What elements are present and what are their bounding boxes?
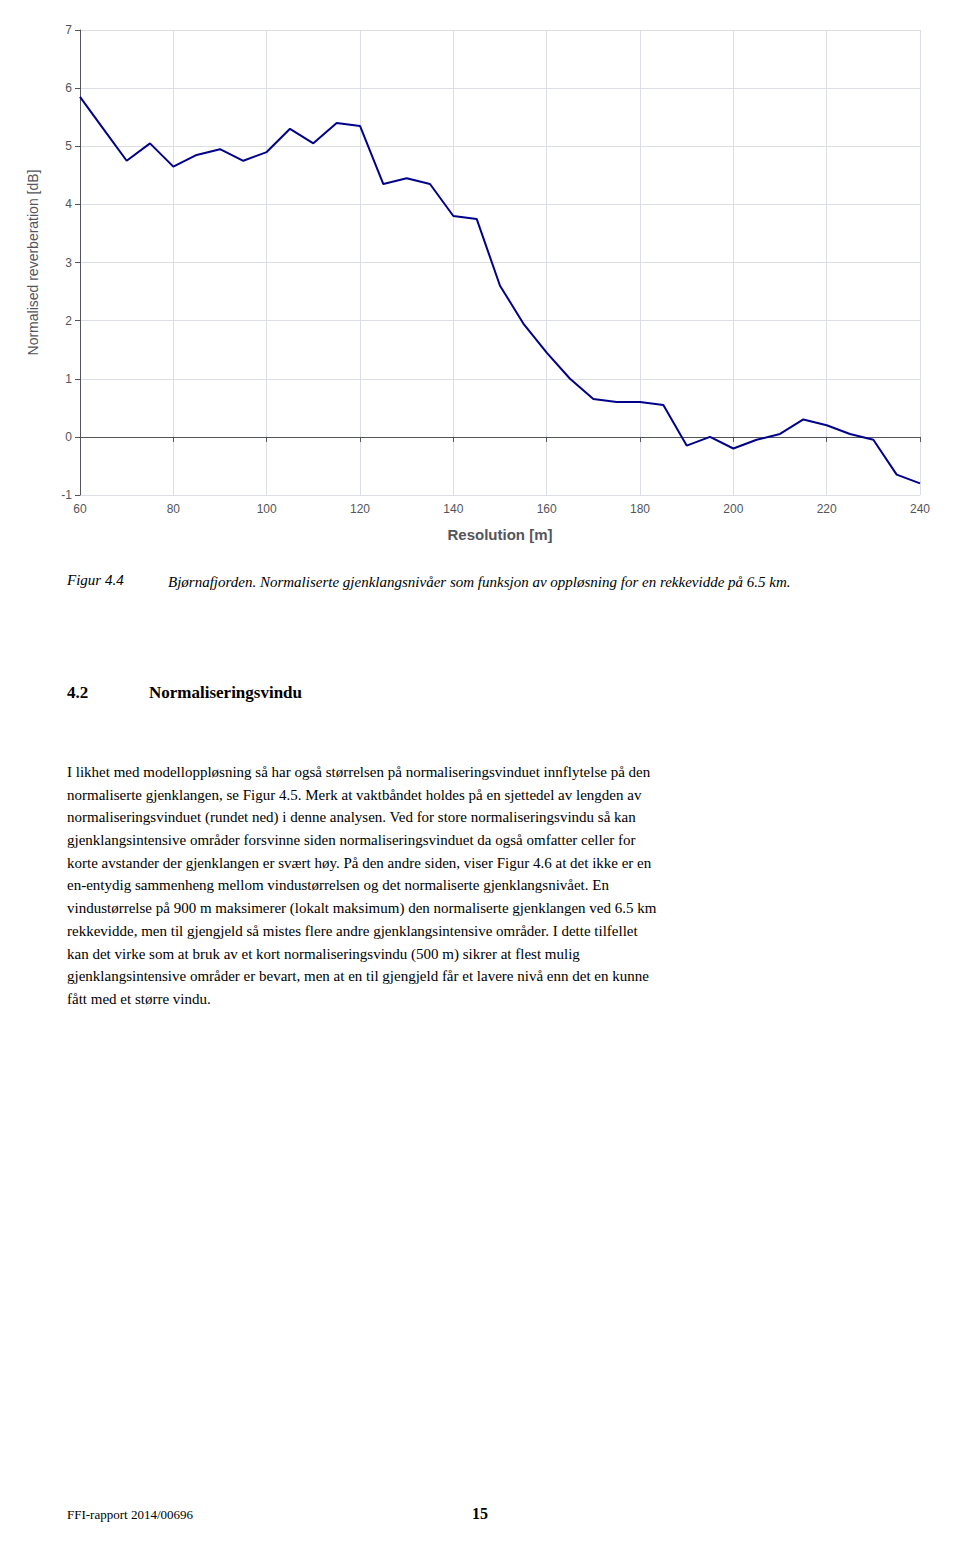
html-text:FFI-rapport 2014/00696: FFI-rapport 2014/00696 <box>67 1507 193 1522</box>
html-text:Bjørnafjorden. Normaliserte gj: Bjørnafjorden. Normaliserte gjenklangsni… <box>168 574 791 590</box>
html-text:4.2: 4.2 <box>67 683 89 702</box>
html-text:normaliserte gjenklangen, se F: normaliserte gjenklangen, se Figur 4.5. … <box>67 786 642 803</box>
svg-text:4: 4 <box>65 197 72 211</box>
svg-text:200: 200 <box>723 502 743 516</box>
svg-text:140: 140 <box>443 502 463 516</box>
html-text:en-entydig sammenheng mellom v: en-entydig sammenheng mellom vindustørre… <box>67 877 609 894</box>
svg-text:5: 5 <box>65 139 72 153</box>
svg-text:160: 160 <box>537 502 557 516</box>
html-text:fått med et større vindu.: fått med et større vindu. <box>67 990 211 1007</box>
svg-text:180: 180 <box>630 502 650 516</box>
html-text:vindustørrelse på 900 m maksim: vindustørrelse på 900 m maksimerer (loka… <box>67 900 657 917</box>
svg-text:0: 0 <box>65 430 72 444</box>
html-text:Figur 4.4: Figur 4.4 <box>67 572 124 588</box>
html-text:normaliseringsvinduet (rundet: normaliseringsvinduet (rundet ned) i den… <box>67 809 636 826</box>
html-text:gjenklangsintensive områder er: gjenklangsintensive områder er bevart, m… <box>67 968 649 985</box>
html-text:I likhet med modelloppløsning: I likhet med modelloppløsning så har ogs… <box>67 764 651 780</box>
html-text:Normaliseringsvindu: Normaliseringsvindu <box>149 683 302 702</box>
html-text:gjenklangsintensive områder fo: gjenklangsintensive områder forsvinne si… <box>67 832 636 849</box>
svg-text:1: 1 <box>65 372 72 386</box>
svg-text:-1: -1 <box>61 488 72 502</box>
svg-text:3: 3 <box>65 256 72 270</box>
svg-text:60: 60 <box>73 502 87 516</box>
html-text:rekkevidde, men til gjengjeld: rekkevidde, men til gjengjeld så mistes … <box>67 922 638 939</box>
svg-text:240: 240 <box>910 502 930 516</box>
html-text:korte avstander der gjenklange: korte avstander der gjenklangen er svært… <box>67 854 652 871</box>
svg-text:7: 7 <box>65 23 72 37</box>
svg-text:2: 2 <box>65 314 72 328</box>
svg-text:Normalised reverberation [dB]: Normalised reverberation [dB] <box>25 170 41 356</box>
svg-text:100: 100 <box>257 502 277 516</box>
html-text:15: 15 <box>472 1505 488 1522</box>
svg-text:120: 120 <box>350 502 370 516</box>
svg-text:220: 220 <box>817 502 837 516</box>
svg-text:6: 6 <box>65 81 72 95</box>
svg-text:80: 80 <box>167 502 181 516</box>
html-text:kan det virke som at bruk av e: kan det virke som at bruk av et kort nor… <box>67 945 580 962</box>
svg-text:Resolution [m]: Resolution [m] <box>448 526 553 543</box>
